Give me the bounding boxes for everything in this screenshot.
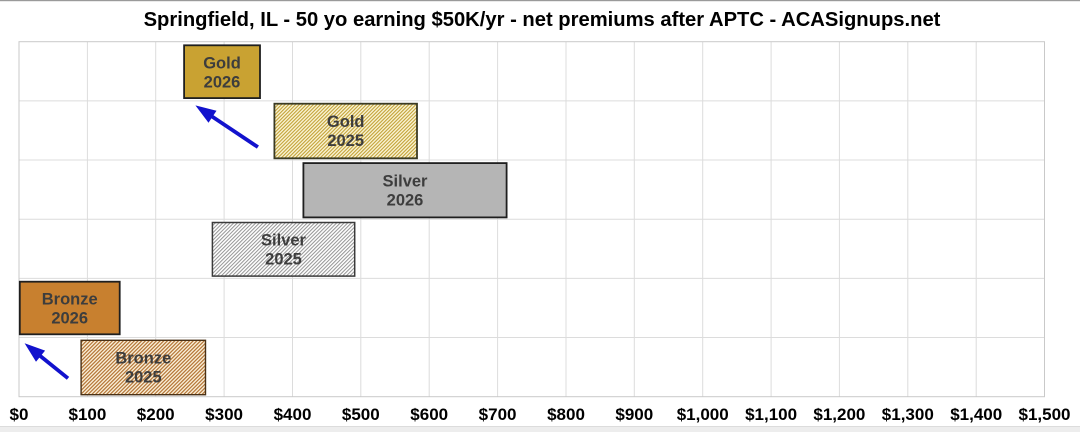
svg-text:$200: $200 <box>137 405 175 424</box>
svg-text:Silver: Silver <box>261 232 307 250</box>
svg-text:2026: 2026 <box>51 310 88 328</box>
svg-text:$1,000: $1,000 <box>677 405 729 424</box>
svg-text:2025: 2025 <box>327 132 364 150</box>
svg-text:2025: 2025 <box>125 369 162 387</box>
svg-text:Gold: Gold <box>327 113 365 131</box>
svg-text:2026: 2026 <box>387 192 424 210</box>
svg-text:$1,500: $1,500 <box>1019 405 1071 424</box>
svg-text:$700: $700 <box>479 405 517 424</box>
svg-text:$1,400: $1,400 <box>950 405 1002 424</box>
svg-text:Springfield, IL - 50 yo earnin: Springfield, IL - 50 yo earning $50K/yr … <box>144 9 941 31</box>
svg-text:$1,100: $1,100 <box>745 405 797 424</box>
svg-text:$600: $600 <box>410 405 448 424</box>
svg-text:2025: 2025 <box>265 251 302 269</box>
svg-text:$100: $100 <box>68 405 106 424</box>
svg-text:Silver: Silver <box>383 173 429 191</box>
svg-text:Bronze: Bronze <box>42 291 98 309</box>
svg-text:$300: $300 <box>205 405 243 424</box>
svg-text:$1,200: $1,200 <box>813 405 865 424</box>
svg-text:$800: $800 <box>547 405 585 424</box>
svg-text:Bronze: Bronze <box>115 350 171 368</box>
svg-text:$0: $0 <box>10 405 29 424</box>
svg-text:2026: 2026 <box>204 74 241 92</box>
svg-text:$900: $900 <box>615 405 653 424</box>
svg-text:$500: $500 <box>342 405 380 424</box>
svg-text:Gold: Gold <box>203 55 241 73</box>
svg-text:$1,300: $1,300 <box>882 405 934 424</box>
svg-text:$400: $400 <box>274 405 312 424</box>
